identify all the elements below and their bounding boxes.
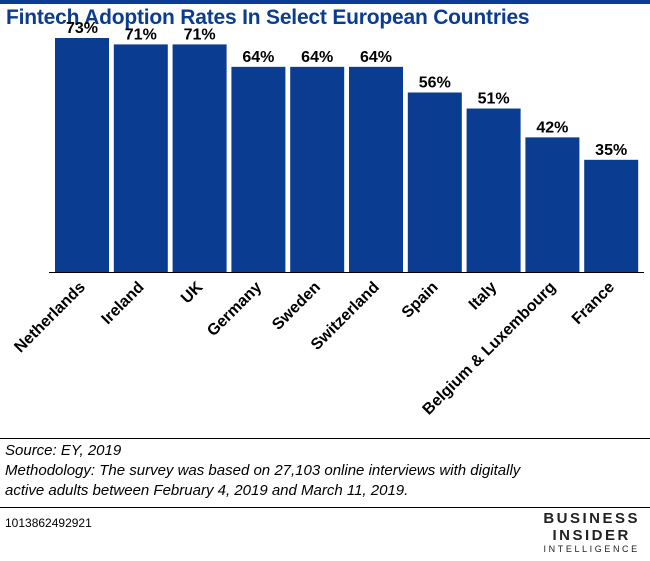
bar-germany: [231, 66, 286, 273]
data-label: 42%: [536, 119, 568, 136]
bar-sweden: [290, 66, 345, 273]
footer-bottom-divider: [0, 507, 650, 508]
data-label: 71%: [184, 26, 216, 43]
bar-belgium-luxembourg: [525, 137, 580, 272]
chart-id: 1013862492921: [5, 516, 92, 530]
category-label: Italy: [466, 279, 501, 314]
data-label: 51%: [478, 91, 510, 108]
bar-uk: [172, 44, 227, 273]
chart-title: Fintech Adoption Rates In Select Europea…: [6, 6, 530, 29]
data-label: 56%: [419, 74, 451, 91]
logo-line-insider: INSIDER: [552, 527, 631, 544]
data-label: 64%: [360, 49, 392, 66]
methodology-line-1: Methodology: The survey was based on 27,…: [5, 462, 521, 479]
category-label: UK: [178, 278, 207, 307]
business-insider-intelligence-logo: BUSINESS INSIDER INTELLIGENCE: [543, 510, 640, 555]
data-label: 64%: [242, 49, 274, 66]
logo-line-business: BUSINESS: [543, 510, 640, 527]
category-label: Netherlands: [11, 279, 88, 356]
category-label: Germany: [204, 279, 265, 340]
category-label: France: [569, 279, 618, 328]
bar-chart: 73% Netherlands 71% Ireland 71% UK 64% Germany 6…: [11, 20, 644, 418]
category-label: Ireland: [99, 279, 148, 328]
data-label: 71%: [125, 26, 157, 43]
methodology-line-2: active adults between February 4, 2019 a…: [5, 482, 409, 499]
top-rule: [0, 0, 650, 4]
bar-netherlands: [55, 38, 109, 272]
source-note: Source: EY, 2019: [5, 442, 122, 459]
bar-italy: [466, 108, 521, 273]
data-label: 35%: [595, 142, 627, 159]
bar-switzerland: [349, 66, 403, 273]
bar-ireland: [113, 44, 168, 273]
data-label: 73%: [66, 20, 98, 37]
bar-france: [584, 159, 639, 272]
logo-line-intelligence: INTELLIGENCE: [543, 544, 640, 554]
footer-divider: [0, 438, 650, 439]
bar-spain: [407, 92, 462, 272]
category-label: Sweden: [269, 279, 324, 334]
category-label: Spain: [399, 279, 442, 322]
data-label: 64%: [301, 49, 333, 66]
